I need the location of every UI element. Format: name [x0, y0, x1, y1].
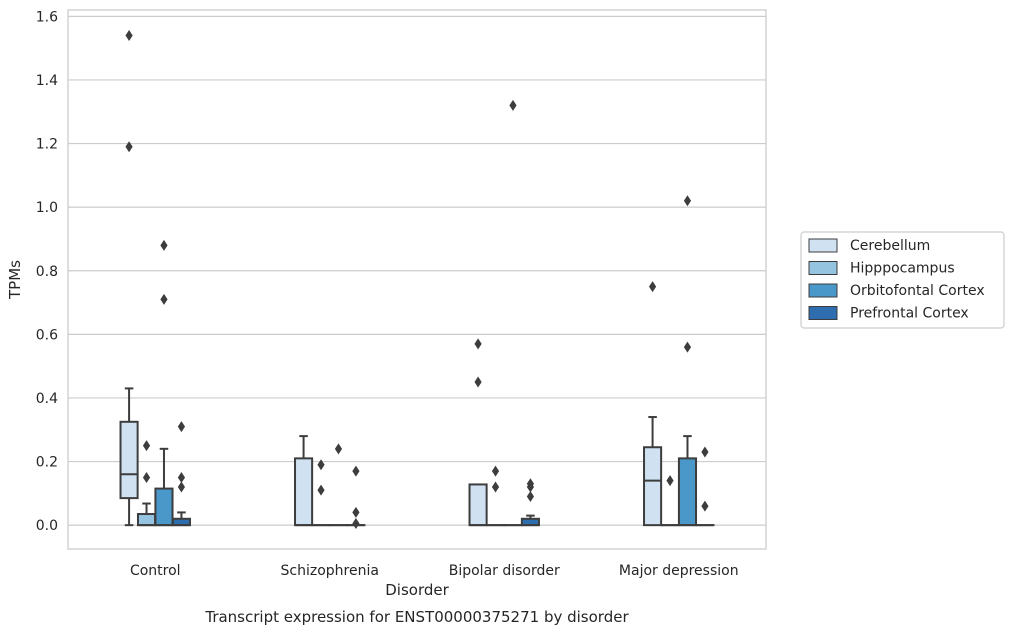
box-orbitofontal-cortex	[328, 443, 349, 527]
outlier-point	[701, 446, 709, 458]
legend-label: Orbitofontal Cortex	[850, 283, 985, 299]
boxes	[119, 29, 715, 530]
box-cerebellum	[294, 435, 314, 527]
outlier-point	[701, 500, 709, 512]
legend-swatch	[808, 306, 838, 320]
y-tick-label: 1.0	[36, 200, 58, 216]
y-tick-label: 0.2	[36, 455, 58, 471]
outlier-point	[352, 518, 360, 530]
x-tick-label: Major depression	[619, 563, 739, 579]
box-prefrontal-cortex	[695, 446, 715, 527]
outlier-point	[142, 471, 151, 483]
outlier-point	[160, 239, 168, 251]
box-hipppocampus	[136, 440, 157, 527]
y-tick-label: 0.0	[36, 518, 58, 534]
grid-lines	[68, 15, 766, 526]
legend-swatch	[808, 238, 838, 253]
legend-label: Cerebellum	[850, 238, 930, 254]
legend-frame	[800, 231, 1005, 329]
box-hipppocampus	[311, 459, 331, 527]
outlier-point	[648, 281, 657, 293]
y-tick-label: 1.2	[36, 137, 58, 153]
box-body	[677, 457, 698, 527]
outlier-point	[474, 338, 482, 350]
box-cerebellum	[119, 29, 139, 527]
y-tick-label: 0.4	[36, 391, 58, 407]
box-body	[154, 487, 174, 527]
outlier-point	[491, 481, 500, 493]
box-body	[468, 483, 488, 527]
box-cerebellum	[643, 281, 663, 527]
plot-area	[67, 9, 767, 550]
legend: Cerebellum Hipppocampus Orbitofontal Corte…	[800, 231, 1005, 329]
box-body	[136, 513, 157, 527]
outlier-point	[352, 465, 360, 477]
outlier-point	[125, 29, 133, 41]
legend-label: Hipppocampus	[850, 261, 955, 277]
box-prefrontal-cortex	[171, 421, 191, 527]
box-hipppocampus	[485, 465, 506, 527]
legend-swatch	[808, 261, 838, 275]
box-body	[119, 420, 139, 500]
box-orbitofontal-cortex	[154, 239, 174, 527]
y-tick-label: 0.8	[36, 264, 58, 280]
box-body	[294, 457, 314, 527]
outlier-point	[160, 293, 168, 305]
outlier-point	[334, 443, 343, 455]
x-tick-label: Bipolar disorder	[449, 563, 560, 579]
x-tick-label: Schizophrenia	[281, 563, 379, 579]
outlier-point	[177, 481, 186, 493]
outlier-point	[509, 99, 517, 111]
outlier-point	[317, 484, 325, 496]
outlier-point	[177, 421, 186, 433]
y-axis: 0.0 0.2 0.4 0.6 0.8 1.0 1.2 1.4 1.6	[36, 9, 58, 534]
outlier-point	[142, 440, 151, 452]
y-tick-label: 1.6	[36, 9, 58, 25]
outlier-point	[491, 465, 500, 477]
box-prefrontal-cortex	[520, 478, 540, 527]
outlier-point	[125, 141, 133, 153]
outlier-point	[526, 478, 535, 490]
x-axis-title: Disorder	[385, 581, 449, 599]
y-tick-label: 1.4	[36, 73, 58, 89]
chart-title: Transcript expression for ENST0000037527…	[204, 608, 629, 626]
outlier-point	[526, 491, 535, 503]
outlier-point	[317, 459, 325, 471]
outlier-point	[666, 475, 674, 487]
outlier-point	[352, 506, 360, 518]
box-hipppocampus	[660, 475, 680, 527]
outlier-point	[177, 471, 186, 483]
outlier-point	[683, 341, 692, 353]
outlier-point	[474, 376, 482, 388]
box-body	[643, 446, 663, 527]
box-prefrontal-cortex	[346, 465, 366, 530]
box-orbitofontal-cortex	[677, 195, 698, 527]
legend-swatch	[808, 283, 838, 298]
x-axis: Control Schizophrenia Bipolar disorder Majo…	[130, 563, 739, 579]
x-tick-label: Control	[130, 563, 181, 579]
y-tick-label: 0.6	[36, 327, 58, 343]
outlier-point	[683, 195, 692, 207]
box-cerebellum	[468, 338, 488, 527]
y-axis-title: TPMs	[6, 260, 24, 300]
legend-label: Prefrontal Cortex	[850, 306, 969, 322]
